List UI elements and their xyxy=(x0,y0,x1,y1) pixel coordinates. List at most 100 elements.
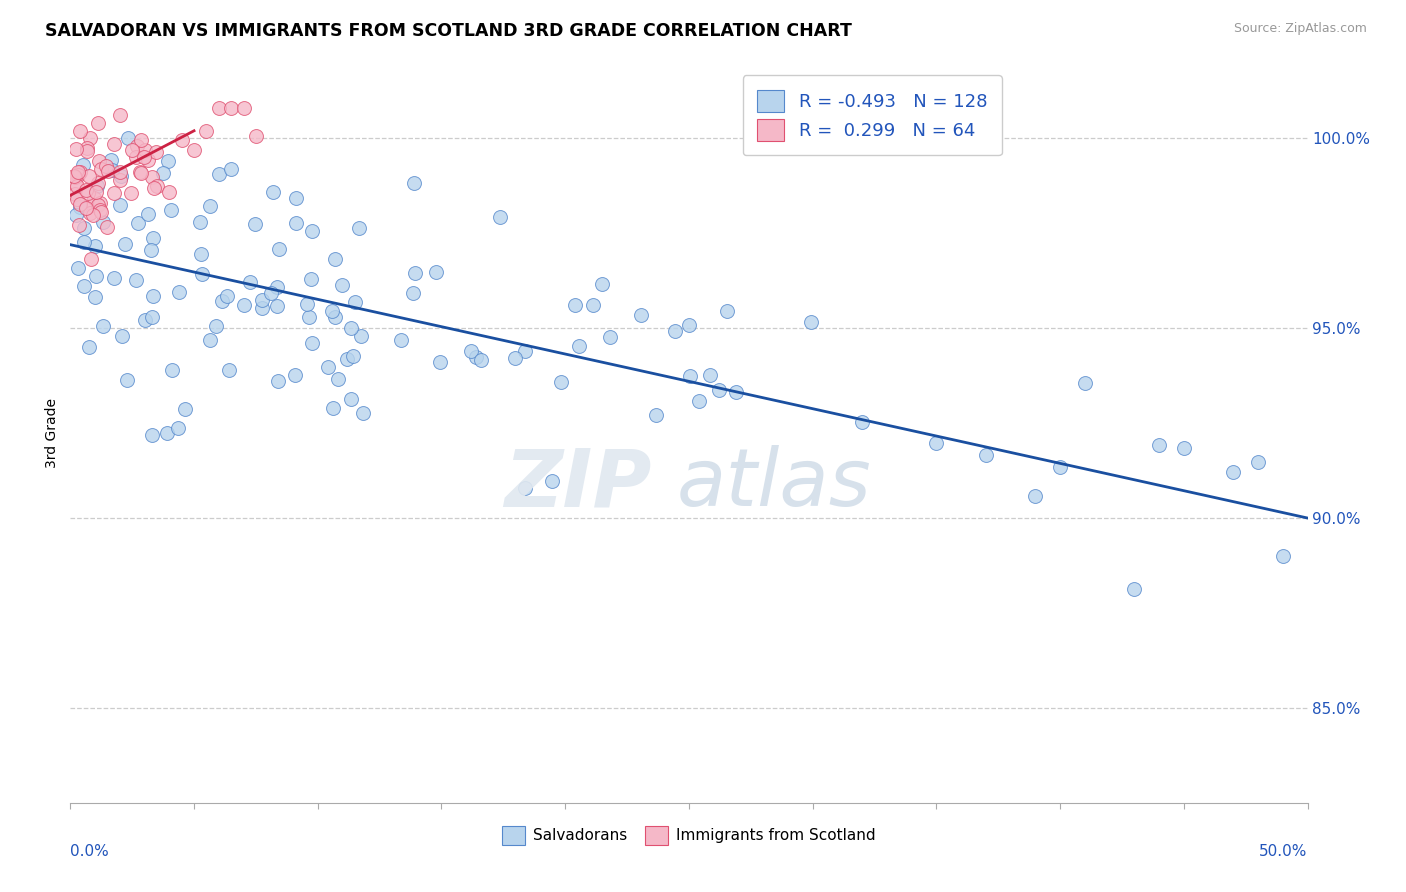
Point xyxy=(582,298,605,312)
Point xyxy=(219,161,242,176)
Point xyxy=(284,368,307,382)
Point xyxy=(716,303,738,318)
Point xyxy=(157,153,180,168)
Point xyxy=(183,143,205,157)
Point xyxy=(69,200,91,214)
Point xyxy=(239,276,262,290)
Point xyxy=(174,402,197,417)
Point xyxy=(73,220,96,235)
Point xyxy=(82,208,104,222)
Point xyxy=(136,153,159,168)
Point xyxy=(75,183,97,197)
Point xyxy=(141,169,163,184)
Point xyxy=(267,374,290,388)
Point xyxy=(159,203,181,218)
Point xyxy=(117,131,139,145)
Point xyxy=(285,191,308,205)
Point xyxy=(190,246,212,260)
Point xyxy=(63,176,86,190)
Point xyxy=(301,336,323,351)
Point xyxy=(100,153,122,167)
Point xyxy=(91,215,114,229)
Point xyxy=(404,266,426,280)
Point xyxy=(219,101,242,115)
Point xyxy=(90,161,112,176)
Point xyxy=(460,343,482,358)
Point xyxy=(76,141,98,155)
Point xyxy=(208,101,231,115)
Point xyxy=(332,277,354,292)
Point xyxy=(69,197,91,211)
Point xyxy=(79,130,101,145)
Point xyxy=(90,204,112,219)
Point xyxy=(111,329,134,343)
Point xyxy=(322,401,344,415)
Point xyxy=(699,368,721,383)
Point xyxy=(67,168,90,182)
Point xyxy=(108,173,131,187)
Point xyxy=(489,210,512,224)
Point xyxy=(84,290,107,304)
Point xyxy=(87,198,110,212)
Text: 0.0%: 0.0% xyxy=(70,845,110,860)
Point xyxy=(141,310,163,324)
Point xyxy=(568,339,591,353)
Point xyxy=(298,310,321,325)
Point xyxy=(245,129,267,144)
Point xyxy=(630,308,652,322)
Point xyxy=(76,145,98,159)
Point xyxy=(688,393,710,408)
Point xyxy=(120,186,142,200)
Point xyxy=(564,298,586,312)
Point xyxy=(62,169,84,184)
Point xyxy=(77,186,100,200)
Point xyxy=(134,313,156,327)
Point xyxy=(1222,465,1244,479)
Point xyxy=(321,304,343,318)
Point xyxy=(125,273,148,287)
Point xyxy=(339,321,361,335)
Point xyxy=(316,359,339,374)
Point xyxy=(591,277,613,291)
Point xyxy=(84,268,107,283)
Point xyxy=(110,165,132,179)
Point xyxy=(96,220,118,235)
Point xyxy=(75,201,97,215)
Point xyxy=(72,158,94,172)
Point xyxy=(69,165,91,179)
Point xyxy=(1147,438,1170,452)
Point xyxy=(141,428,163,442)
Point xyxy=(679,369,702,384)
Point xyxy=(301,224,323,238)
Point xyxy=(515,481,537,495)
Text: Source: ZipAtlas.com: Source: ZipAtlas.com xyxy=(1233,22,1367,36)
Point xyxy=(77,340,100,354)
Point xyxy=(121,144,143,158)
Text: atlas: atlas xyxy=(676,445,872,524)
Point xyxy=(266,299,288,313)
Point xyxy=(1024,489,1046,503)
Point xyxy=(250,301,273,316)
Point xyxy=(170,133,193,147)
Point xyxy=(260,285,283,300)
Point xyxy=(1173,442,1195,456)
Point xyxy=(724,385,747,400)
Point xyxy=(73,279,96,293)
Point xyxy=(217,289,239,303)
Point xyxy=(79,205,101,219)
Point xyxy=(645,408,668,422)
Point xyxy=(800,315,823,329)
Point xyxy=(344,295,367,310)
Point xyxy=(162,362,184,376)
Point xyxy=(391,333,413,347)
Point xyxy=(141,244,163,258)
Point xyxy=(96,159,118,173)
Text: ZIP: ZIP xyxy=(505,445,652,524)
Point xyxy=(145,145,167,159)
Point xyxy=(77,169,100,183)
Point xyxy=(108,198,131,212)
Point xyxy=(295,297,318,311)
Point xyxy=(63,169,86,184)
Point xyxy=(127,138,149,153)
Point xyxy=(143,180,166,194)
